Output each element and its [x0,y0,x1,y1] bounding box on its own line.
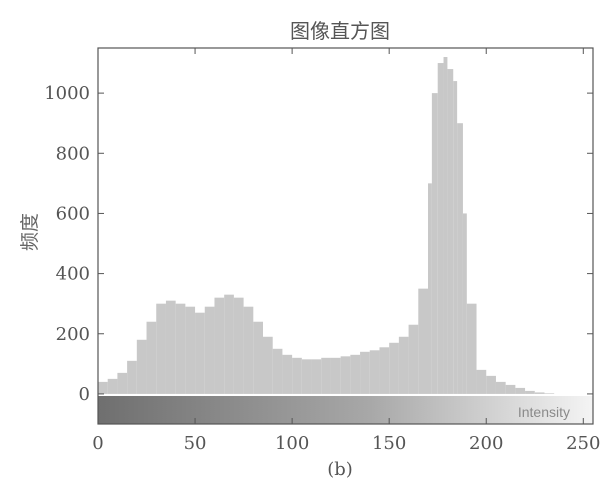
histogram-bar [233,297,244,394]
histogram-bar [466,303,477,394]
histogram-bar [457,123,463,394]
histogram-bar [431,93,438,394]
histogram-bar [214,297,225,394]
histogram-bar [486,375,496,394]
histogram-bar [505,384,516,394]
histogram-bar [369,350,380,394]
histogram-bar [350,354,361,394]
histogram-bar [476,369,487,394]
histogram-bar [321,357,331,394]
y-axis: 0 200 400 600 800 1000 [44,83,593,405]
y-tick-label: 600 [56,203,90,224]
histogram-bar [379,347,390,394]
histogram-bar [534,392,545,394]
histogram-bar [175,303,186,394]
x-tick-label: 0 [92,433,103,454]
y-axis-label: 频度 [19,213,41,251]
y-tick-label: 0 [79,384,90,405]
histogram-bar [185,306,196,394]
histogram-bar [156,303,166,394]
histogram-bar [301,359,312,394]
histogram-bar [117,372,128,394]
histogram-bar [398,336,409,394]
histogram-bar [263,336,273,394]
histogram-bar [544,393,555,394]
x-tick-label: 250 [566,433,600,454]
y-tick-label: 400 [56,264,90,285]
histogram-bar [437,63,444,394]
y-tick-label: 1000 [44,83,90,104]
histogram-bar [243,306,254,394]
plot-frame [97,47,594,425]
histogram-bar [428,183,432,394]
histogram-bar [453,81,458,394]
histogram-bar [195,312,205,394]
histogram-bar [330,357,341,394]
x-tick-label: 100 [275,433,309,454]
histogram-bar [311,359,322,394]
histogram-bar [127,360,137,394]
x-axis: 0 50 100 150 200 250 [92,48,600,454]
histogram-bar [515,387,526,394]
y-tick-label: 800 [56,143,90,164]
histogram-bar [253,321,263,394]
x-tick-label: 150 [372,433,406,454]
histogram-bar [340,356,351,394]
chart-title: 图像直方图 [290,19,390,43]
histogram-bar [418,288,428,394]
histogram-bar [525,390,535,394]
histogram-bar [495,381,506,394]
histogram-bar [165,300,176,394]
x-tick-label: 50 [184,433,207,454]
colorbar-label: Intensity [518,404,570,420]
histogram-bar [204,306,215,394]
intensity-colorbar [98,396,593,424]
histogram-bar [360,351,370,394]
histogram-bar [146,321,157,394]
histogram-bar [136,339,147,394]
x-tick-label: 200 [469,433,503,454]
histogram-bar [447,69,454,394]
histogram-bar [389,342,399,394]
histogram-bar [408,324,419,394]
y-tick-label: 200 [56,324,90,345]
histogram-bar [224,294,234,394]
figure-caption: (b) [327,459,353,480]
histogram-bar [462,213,467,394]
histogram-bar [292,357,302,394]
histogram-bar [98,381,108,394]
histogram-bar [282,354,293,394]
histogram-bar [443,57,448,394]
histogram-bar [272,348,283,394]
histogram-bars [98,57,555,394]
histogram-bar [107,378,118,394]
